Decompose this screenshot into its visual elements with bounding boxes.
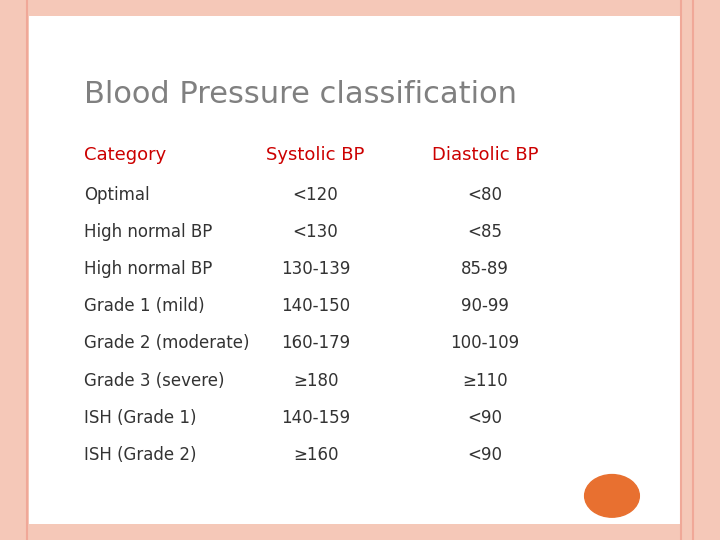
Text: Grade 1 (mild): Grade 1 (mild) [84, 298, 204, 315]
Text: Optimal: Optimal [84, 186, 150, 204]
Text: High normal BP: High normal BP [84, 224, 212, 241]
Circle shape [585, 475, 639, 517]
Text: <80: <80 [467, 186, 503, 204]
Text: Grade 2 (moderate): Grade 2 (moderate) [84, 334, 250, 353]
Text: Grade 3 (severe): Grade 3 (severe) [84, 372, 225, 389]
Text: Category: Category [84, 146, 166, 164]
Text: <90: <90 [467, 446, 503, 464]
Text: <90: <90 [467, 409, 503, 427]
Text: Diastolic BP: Diastolic BP [432, 146, 538, 164]
Text: Systolic BP: Systolic BP [266, 146, 365, 164]
Text: 140-150: 140-150 [281, 298, 350, 315]
Text: ISH (Grade 2): ISH (Grade 2) [84, 446, 197, 464]
Text: ≥160: ≥160 [293, 446, 338, 464]
Text: 130-139: 130-139 [281, 260, 350, 278]
Text: <130: <130 [292, 224, 338, 241]
Text: ≥180: ≥180 [293, 372, 338, 389]
Text: High normal BP: High normal BP [84, 260, 212, 278]
Text: 100-109: 100-109 [450, 334, 520, 353]
Text: ≥110: ≥110 [462, 372, 508, 389]
Text: Blood Pressure classification: Blood Pressure classification [84, 80, 517, 109]
Text: 140-159: 140-159 [281, 409, 350, 427]
Text: <120: <120 [292, 186, 338, 204]
Text: <85: <85 [467, 224, 503, 241]
Text: 160-179: 160-179 [281, 334, 350, 353]
Text: 85-89: 85-89 [461, 260, 509, 278]
Text: ISH (Grade 1): ISH (Grade 1) [84, 409, 197, 427]
Text: 90-99: 90-99 [461, 298, 509, 315]
